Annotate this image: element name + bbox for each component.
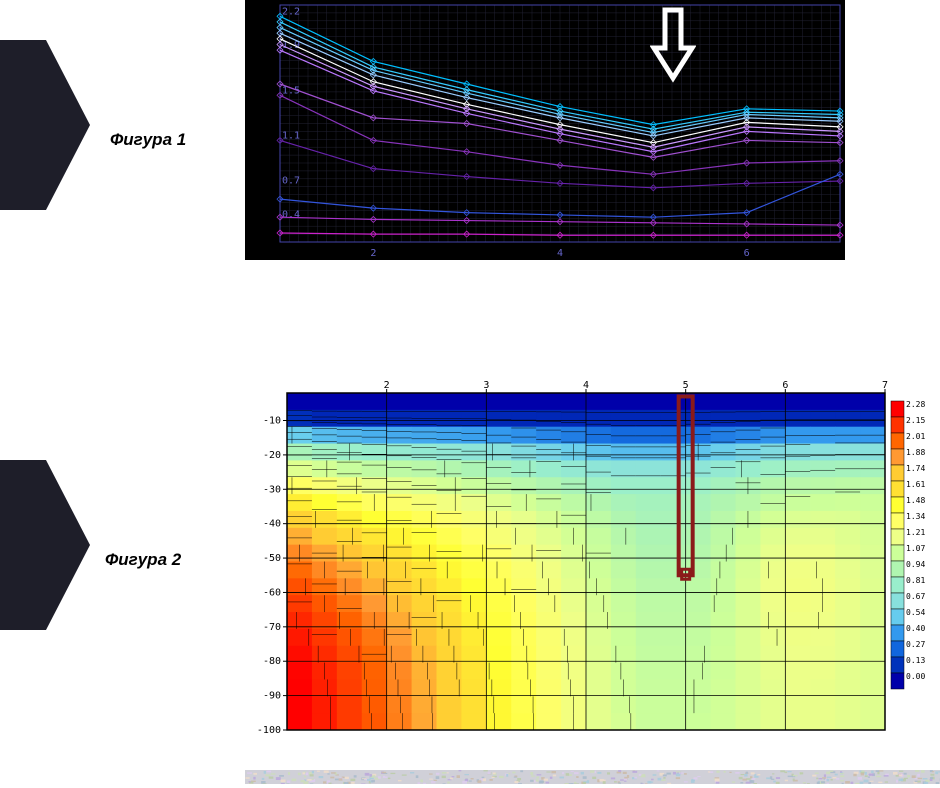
- down-arrow-icon: [650, 6, 696, 86]
- svg-text:1.61: 1.61: [906, 480, 925, 489]
- svg-text:1.07: 1.07: [906, 544, 925, 553]
- svg-text:0.54: 0.54: [906, 608, 925, 617]
- svg-text:-90: -90: [263, 691, 281, 702]
- svg-text:0.81: 0.81: [906, 576, 925, 585]
- noise-bar: [245, 770, 940, 784]
- svg-text:1.74: 1.74: [906, 464, 925, 473]
- pointer-shape-2: [0, 460, 90, 630]
- svg-text:-50: -50: [263, 553, 281, 564]
- figure-2-chart: 234567-10-20-30-40-50-60-70-80-90-1002.2…: [245, 375, 940, 735]
- svg-text:0.4: 0.4: [282, 209, 300, 220]
- svg-text:-10: -10: [263, 416, 281, 427]
- figure-1-chart: 2.21.91.51.10.70.4246: [245, 0, 845, 260]
- svg-text:-20: -20: [263, 450, 281, 461]
- figure-1-label: Фигура 1: [110, 130, 186, 150]
- svg-text:1.48: 1.48: [906, 496, 925, 505]
- svg-text:0.40: 0.40: [906, 624, 925, 633]
- svg-text:-100: -100: [257, 725, 281, 735]
- svg-text:-40: -40: [263, 519, 281, 530]
- svg-text:-60: -60: [263, 587, 281, 598]
- svg-text:2: 2: [370, 248, 376, 259]
- svg-text:-70: -70: [263, 622, 281, 633]
- svg-text:-30: -30: [263, 484, 281, 495]
- svg-text:2.2: 2.2: [282, 6, 300, 17]
- svg-text:0.94: 0.94: [906, 560, 925, 569]
- svg-text:1.88: 1.88: [906, 448, 925, 457]
- svg-text:6: 6: [744, 248, 750, 259]
- svg-text:0.13: 0.13: [906, 656, 925, 665]
- svg-text:0.27: 0.27: [906, 640, 925, 649]
- svg-text:2.15: 2.15: [906, 416, 925, 425]
- svg-text:1.1: 1.1: [282, 130, 300, 141]
- svg-text:1.21: 1.21: [906, 528, 925, 537]
- pointer-shape-1: [0, 40, 90, 210]
- svg-text:2.28: 2.28: [906, 400, 925, 409]
- svg-text:-80: -80: [263, 656, 281, 667]
- svg-text:2.01: 2.01: [906, 432, 925, 441]
- svg-text:0.7: 0.7: [282, 176, 300, 187]
- svg-text:1.34: 1.34: [906, 512, 925, 521]
- svg-text:0.00: 0.00: [906, 672, 925, 681]
- svg-text:4: 4: [557, 248, 563, 259]
- svg-text:0.67: 0.67: [906, 592, 925, 601]
- figure-2-label: Фигура 2: [105, 550, 181, 570]
